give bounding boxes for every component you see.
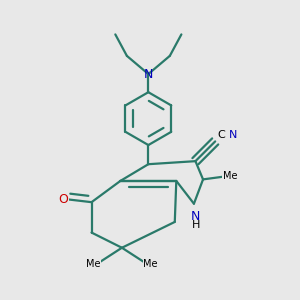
Text: C: C bbox=[217, 130, 225, 140]
Text: O: O bbox=[58, 193, 68, 206]
Text: Me: Me bbox=[86, 260, 101, 269]
Text: N: N bbox=[144, 68, 153, 80]
Text: N: N bbox=[229, 130, 238, 140]
Text: N: N bbox=[191, 210, 200, 223]
Text: Me: Me bbox=[143, 260, 158, 269]
Text: Me: Me bbox=[223, 171, 237, 182]
Text: H: H bbox=[191, 220, 200, 230]
